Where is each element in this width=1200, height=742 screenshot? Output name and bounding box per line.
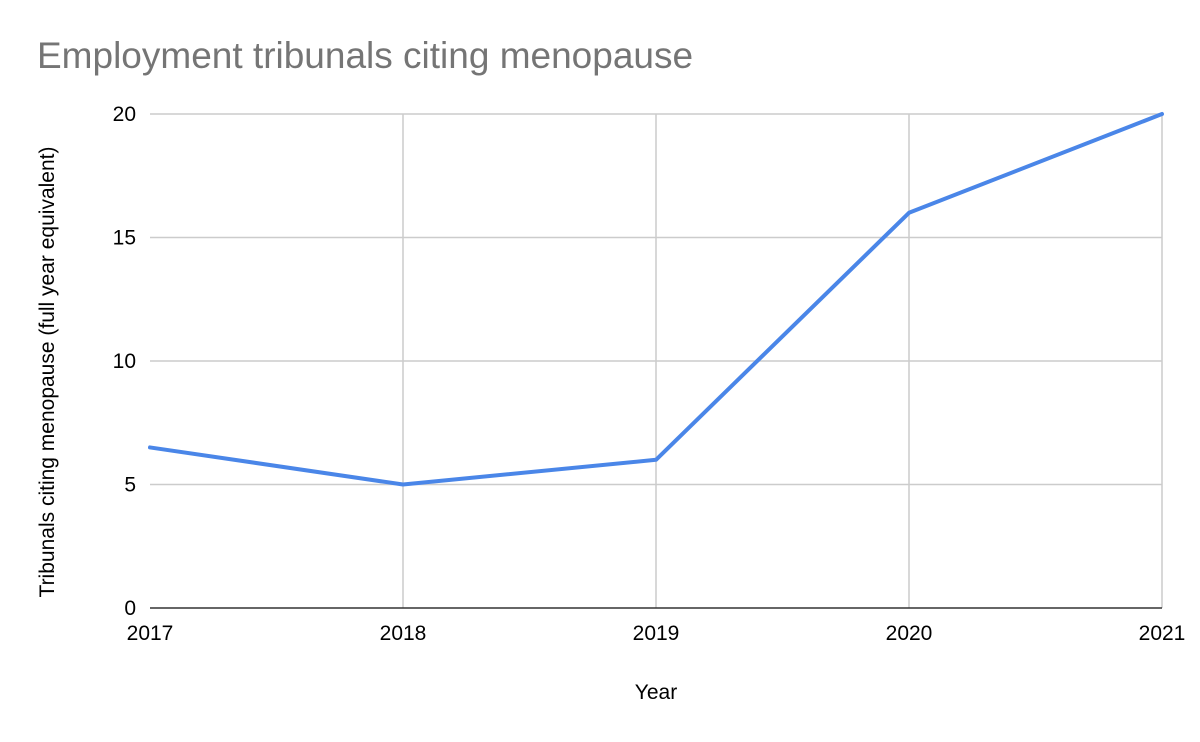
y-axis-ticks: 0 5 10 15 20 xyxy=(113,103,136,620)
x-axis-ticks: 2017 2018 2019 2020 2021 xyxy=(127,622,1186,645)
x-tick-label: 2017 xyxy=(127,622,174,645)
y-tick-label: 10 xyxy=(113,350,136,373)
x-tick-label: 2020 xyxy=(886,622,933,645)
chart-title: Employment tribunals citing menopause xyxy=(37,35,693,76)
y-tick-label: 0 xyxy=(124,597,136,620)
y-tick-label: 20 xyxy=(113,103,136,126)
gridlines xyxy=(150,113,1163,609)
y-tick-label: 5 xyxy=(124,474,136,497)
y-tick-label: 15 xyxy=(113,227,136,250)
y-axis-title: Tribunals citing menopause (full year eq… xyxy=(36,147,59,598)
x-tick-label: 2021 xyxy=(1139,622,1186,645)
series-layer xyxy=(148,112,1164,487)
series-line xyxy=(148,112,1164,487)
x-tick-label: 2018 xyxy=(380,622,427,645)
x-tick-label: 2019 xyxy=(633,622,680,645)
x-axis-title: Year xyxy=(635,681,677,704)
